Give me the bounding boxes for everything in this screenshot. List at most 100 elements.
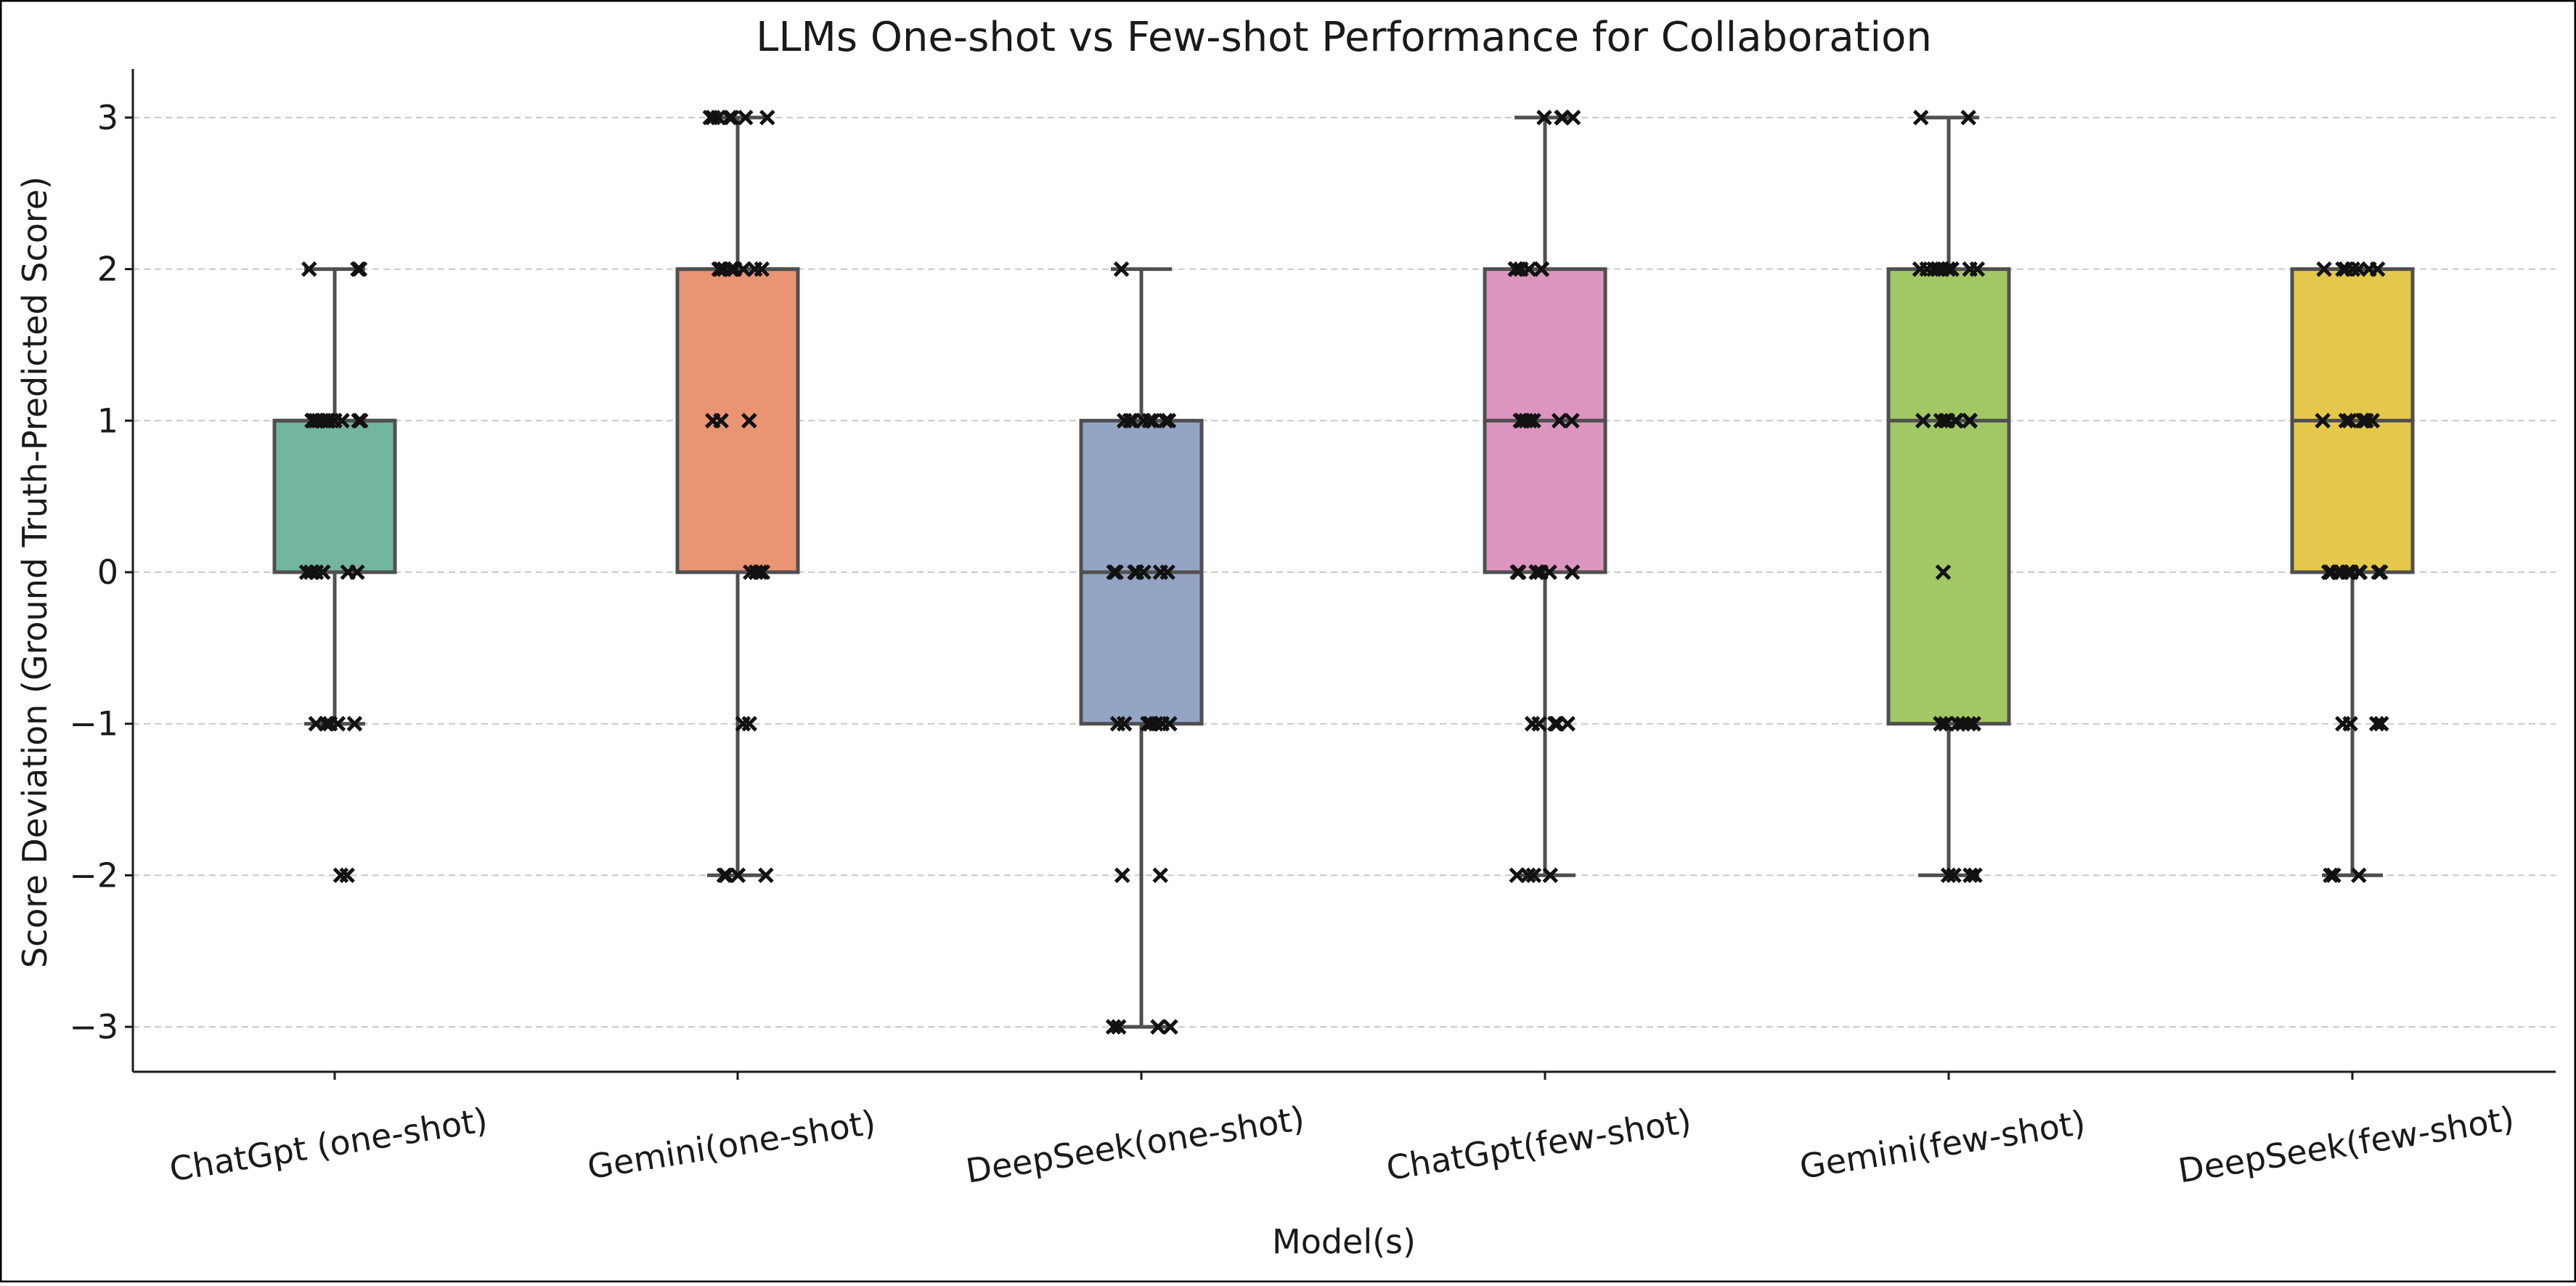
- data-point: [2316, 261, 2332, 277]
- data-point: [1521, 261, 1537, 277]
- data-point: [1520, 867, 1536, 884]
- data-point: [1508, 261, 1524, 277]
- data-point: [705, 110, 721, 126]
- data-point: [1514, 412, 1530, 429]
- data-point: [1114, 867, 1130, 884]
- data-point: [1525, 867, 1542, 884]
- data-point: [351, 261, 368, 277]
- data-point: [1967, 867, 1983, 884]
- data-point: [1162, 715, 1178, 732]
- data-point: [1509, 867, 1525, 884]
- data-point: [718, 867, 734, 884]
- y-tick-label: −2: [69, 855, 118, 895]
- data-point: [1533, 261, 1549, 277]
- data-point: [301, 261, 317, 277]
- data-point: [2372, 564, 2389, 580]
- box-group: [272, 267, 397, 726]
- axes: [131, 69, 2556, 1073]
- data-point: [1152, 867, 1168, 884]
- data-point: [1937, 715, 1954, 732]
- data-point: [1940, 261, 1956, 277]
- data-point: [303, 564, 319, 580]
- data-point: [1912, 110, 1929, 126]
- data-point: [1108, 564, 1124, 580]
- data-point: [2335, 261, 2351, 277]
- data-point: [2341, 412, 2357, 429]
- data-point: [318, 715, 334, 732]
- data-point: [748, 564, 765, 580]
- data-point: [2315, 412, 2331, 429]
- points-group: [2315, 261, 2389, 884]
- data-point: [1113, 261, 1130, 277]
- points-group: [702, 110, 775, 884]
- data-point: [2326, 867, 2341, 884]
- data-point: [1141, 412, 1157, 429]
- data-point: [1109, 715, 1126, 732]
- data-point: [352, 412, 369, 429]
- data-point: [1529, 564, 1545, 580]
- data-point: [1162, 1019, 1178, 1035]
- data-point: [726, 261, 743, 277]
- box-iqr: [1886, 267, 2011, 726]
- data-points: [298, 110, 2389, 1035]
- data-point: [1152, 564, 1169, 580]
- data-point: [1933, 715, 1949, 732]
- x-axis-label: Model(s): [1272, 1222, 1416, 1261]
- data-point: [735, 715, 751, 732]
- data-point: [713, 412, 729, 429]
- box-group: [2290, 267, 2415, 877]
- data-point: [1128, 564, 1145, 580]
- data-point: [2355, 412, 2371, 429]
- y-tick-label: 1: [97, 401, 118, 440]
- data-point: [2335, 715, 2351, 732]
- data-point: [711, 261, 727, 277]
- box-iqr: [272, 418, 397, 574]
- chart-title: LLMs One-shot vs Few-shot Performance fo…: [756, 14, 1932, 61]
- data-point: [1940, 867, 1957, 884]
- data-point: [1948, 412, 1965, 429]
- data-point: [1933, 412, 1949, 429]
- data-point: [1157, 412, 1174, 429]
- points-group: [1912, 110, 1986, 884]
- data-point: [1946, 867, 1962, 884]
- data-point: [702, 110, 719, 126]
- data-point: [1536, 110, 1552, 126]
- data-point: [1160, 412, 1177, 429]
- data-point: [2330, 564, 2347, 580]
- data-point: [346, 715, 363, 732]
- data-point: [2350, 261, 2367, 277]
- data-point: [2323, 867, 2339, 884]
- y-tick-label: −1: [69, 704, 118, 744]
- data-point: [1560, 715, 1576, 732]
- data-point: [1962, 867, 1978, 884]
- data-point: [1554, 110, 1570, 126]
- data-point: [752, 564, 768, 580]
- data-point: [1150, 1019, 1166, 1035]
- data-point: [741, 412, 757, 429]
- data-point: [1934, 261, 1950, 277]
- points-group: [1507, 110, 1581, 884]
- data-point: [330, 715, 346, 732]
- data-point: [737, 110, 754, 126]
- y-tick-label: 2: [97, 250, 118, 289]
- data-point: [1564, 412, 1580, 429]
- data-point: [1962, 412, 1978, 429]
- gridlines: [133, 116, 2556, 1028]
- points-group: [298, 261, 369, 884]
- y-tick-label: 3: [97, 98, 118, 137]
- data-point: [2351, 867, 2367, 884]
- data-point: [314, 412, 330, 429]
- data-point: [1564, 564, 1581, 580]
- data-point: [349, 564, 365, 580]
- data-point: [1955, 715, 1971, 732]
- box-group: [675, 115, 800, 877]
- y-tick-label: 0: [97, 553, 118, 592]
- data-point: [1140, 715, 1156, 732]
- data-point: [746, 261, 763, 277]
- box-iqr: [675, 267, 800, 574]
- data-point: [1122, 412, 1138, 429]
- boxes: [272, 115, 2415, 1029]
